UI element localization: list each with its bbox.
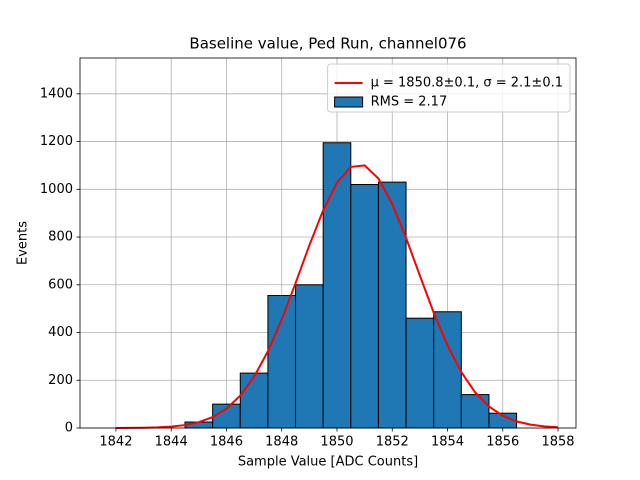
histogram-bar <box>267 295 297 429</box>
y-tick-label: 0 <box>65 421 73 436</box>
axes-frame <box>79 57 577 429</box>
marks <box>115 142 559 429</box>
x-tick-label: 1842 <box>99 435 132 450</box>
x-axis-label: Sample Value [ADC Counts] <box>238 455 418 470</box>
legend-patch <box>334 96 364 108</box>
x-tick-label: 1856 <box>486 435 519 450</box>
legend-label: μ = 1850.8±0.1, σ = 2.1±0.1 <box>371 76 563 91</box>
histogram-bar <box>322 142 352 429</box>
x-tick-label: 1848 <box>265 435 298 450</box>
x-tick-label: 1850 <box>320 435 353 450</box>
y-tick-label: 200 <box>48 373 73 388</box>
histogram-bar <box>405 317 435 429</box>
histogram-bar <box>239 372 269 429</box>
y-tick-label: 400 <box>48 325 73 340</box>
y-tick-label: 800 <box>48 230 73 245</box>
legend-box <box>327 63 571 113</box>
y-tick-label: 600 <box>48 277 73 292</box>
histogram-bar <box>433 311 462 429</box>
y-tick-label: 1200 <box>40 134 73 149</box>
legend-label: RMS = 2.17 <box>371 95 448 110</box>
y-tick-label: 1400 <box>40 86 73 101</box>
x-tick-label: 1852 <box>376 435 409 450</box>
histogram-bar <box>460 394 490 429</box>
x-tick-label: 1854 <box>431 435 464 450</box>
histogram-bar <box>295 284 324 429</box>
x-tick-label: 1846 <box>210 435 243 450</box>
histogram-bar <box>377 181 407 429</box>
fit-line <box>115 164 559 429</box>
chart-title: Baseline value, Ped Run, channel076 <box>189 35 466 53</box>
y-tick-label: 1000 <box>40 182 73 197</box>
x-tick-label: 1858 <box>541 435 574 450</box>
legend: μ = 1850.8±0.1, σ = 2.1±0.1 RMS = 2.17 <box>327 63 571 113</box>
histogram-bar <box>350 184 379 429</box>
y-axis-label: Events <box>16 221 31 265</box>
ticks: 1842 1844 1846 1848 1850 1852 1854 1856 1858 0 200… <box>40 86 575 449</box>
x-tick-label: 1844 <box>155 435 188 450</box>
